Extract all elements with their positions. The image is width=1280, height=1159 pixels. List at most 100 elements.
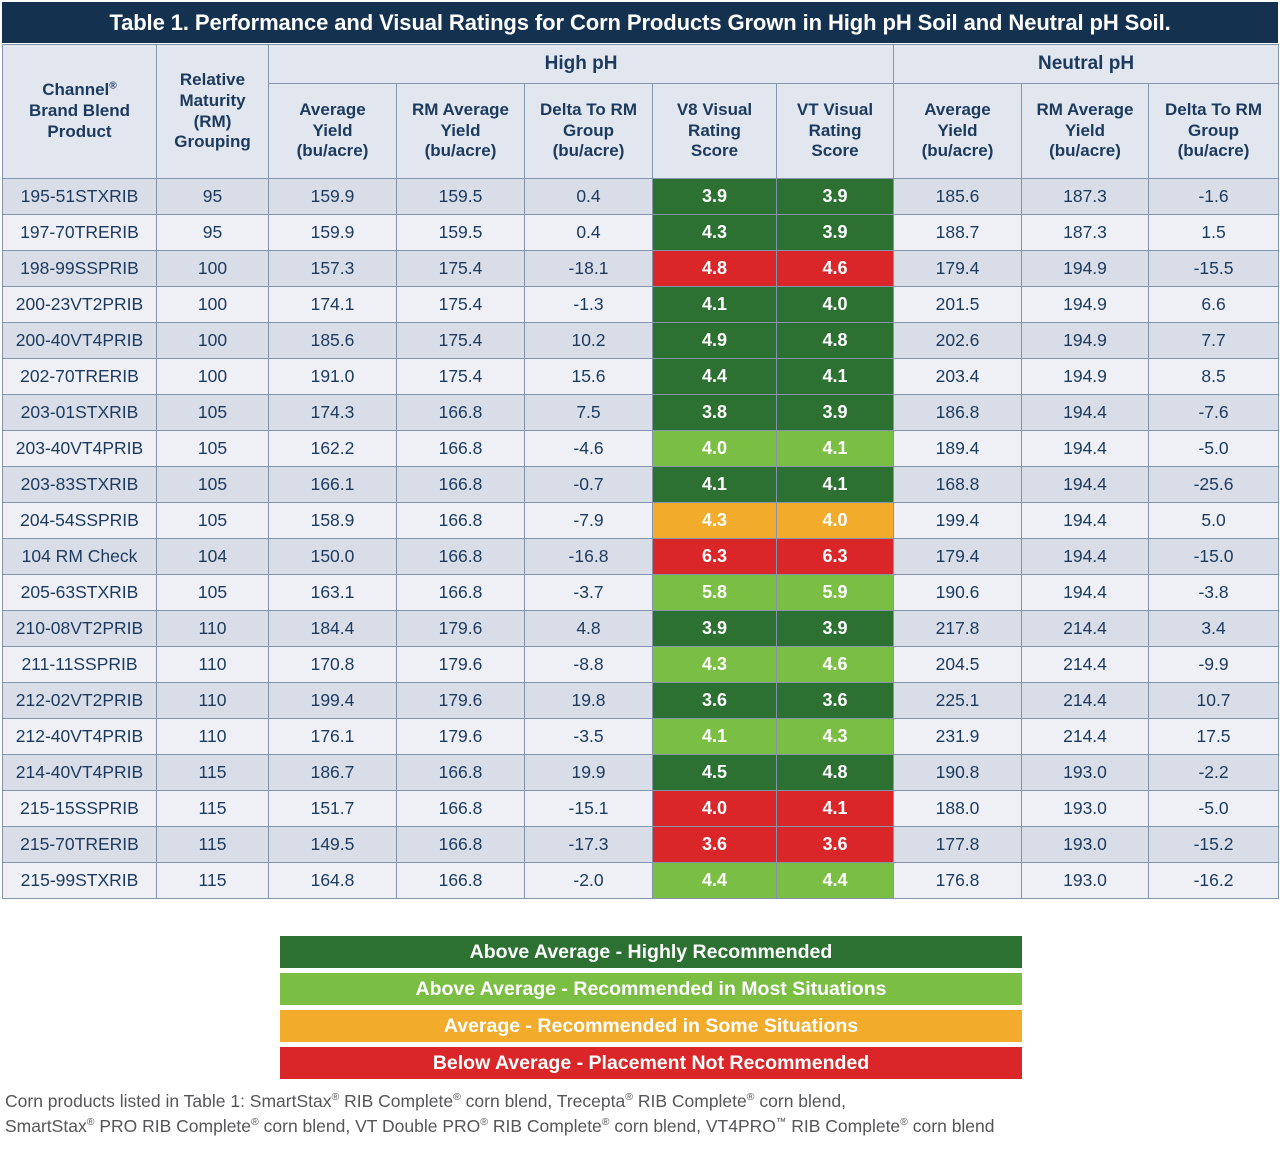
rm-grouping-cell: 104 (156, 538, 269, 575)
v8-rating-cell: 3.9 (652, 178, 777, 215)
rm-grouping-cell: 100 (156, 322, 269, 359)
vt-rating-cell: 4.6 (775, 646, 895, 683)
footnote: Corn products listed in Table 1: SmartSt… (5, 1089, 1280, 1139)
neutral-delta-cell: 6.6 (1148, 286, 1280, 323)
high-delta-cell: 19.9 (524, 754, 653, 791)
neutral-rm-avg-yield-cell: 214.4 (1021, 682, 1150, 719)
high-avg-yield-cell: 186.7 (268, 754, 397, 791)
v8-rating-cell: 4.0 (652, 790, 777, 827)
neutral-avg-yield-cell: 231.9 (893, 718, 1023, 755)
high-avg-yield-cell: 158.9 (268, 502, 397, 539)
high-avg-yield-cell: 170.8 (268, 646, 397, 683)
vt-rating-cell: 4.6 (775, 250, 895, 287)
v8-rating-cell: 4.0 (652, 430, 777, 467)
v8-rating-cell: 6.3 (652, 538, 777, 575)
neutral-avg-yield-cell: 188.0 (893, 790, 1023, 827)
table-row: 215-99STXRIB 115 164.8 166.8 -2.0 4.4 4.4 176.8… (2, 862, 1280, 899)
v8-rating-cell: 3.6 (652, 826, 777, 863)
high-delta-cell: -2.0 (524, 862, 653, 899)
high-delta-cell: -1.3 (524, 286, 653, 323)
high-avg-yield-cell: 150.0 (268, 538, 397, 575)
rm-grouping-cell: 100 (156, 286, 269, 323)
high-rm-avg-yield-cell: 166.8 (396, 574, 525, 611)
high-rm-avg-yield-cell: 166.8 (396, 538, 525, 575)
v8-rating-cell: 4.8 (652, 250, 777, 287)
high-rm-avg-yield-cell: 175.4 (396, 358, 525, 395)
table-row: 212-40VT4PRIB 110 176.1 179.6 -3.5 4.1 4.3 231.… (2, 718, 1280, 755)
neutral-delta-cell: -25.6 (1148, 466, 1280, 503)
table-row: 197-70TRERIB 95 159.9 159.5 0.4 4.3 3.9 188.7 18… (2, 214, 1280, 251)
legend-item-most: Above Average - Recommended in Most Situ… (280, 973, 1022, 1005)
neutral-avg-yield-cell: 203.4 (893, 358, 1023, 395)
vt-rating-cell: 4.0 (775, 286, 895, 323)
v8-rating-cell: 3.9 (652, 610, 777, 647)
rm-grouping-cell: 110 (156, 682, 269, 719)
neutral-avg-yield-cell: 201.5 (893, 286, 1023, 323)
high-delta-cell: -17.3 (524, 826, 653, 863)
high-avg-yield-cell: 159.9 (268, 178, 397, 215)
v8-rating-cell: 3.6 (652, 682, 777, 719)
table-row: 210-08VT2PRIB 110 184.4 179.6 4.8 3.9 3.9 217.8… (2, 610, 1280, 647)
neutral-delta-cell: -16.2 (1148, 862, 1280, 899)
rm-grouping-cell: 115 (156, 790, 269, 827)
neutral-rm-avg-yield-cell: 187.3 (1021, 178, 1150, 215)
rm-grouping-cell: 115 (156, 862, 269, 899)
neutral-avg-yield-cell: 176.8 (893, 862, 1023, 899)
neutral-rm-avg-yield-cell: 193.0 (1021, 754, 1150, 791)
high-avg-yield-cell: 159.9 (268, 214, 397, 251)
product-cell: 214-40VT4PRIB (2, 754, 157, 791)
neutral-avg-yield-cell: 168.8 (893, 466, 1023, 503)
neutral-rm-avg-yield-cell: 214.4 (1021, 610, 1150, 647)
neutral-delta-cell: 3.4 (1148, 610, 1280, 647)
neutral-delta-cell: -1.6 (1148, 178, 1280, 215)
rm-grouping-cell: 115 (156, 754, 269, 791)
table-title-text: Table 1. Performance and Visual Ratings … (109, 9, 1171, 35)
high-rm-avg-yield-cell: 179.6 (396, 682, 525, 719)
neutral-delta-cell: 10.7 (1148, 682, 1280, 719)
vt-rating-cell: 4.3 (775, 718, 895, 755)
high-rm-avg-yield-cell: 166.8 (396, 826, 525, 863)
high-avg-yield-cell: 162.2 (268, 430, 397, 467)
product-cell: 215-99STXRIB (2, 862, 157, 899)
rm-grouping-cell: 100 (156, 358, 269, 395)
neutral-rm-avg-yield-cell: 214.4 (1021, 718, 1150, 755)
high-rm-avg-yield-cell: 166.8 (396, 790, 525, 827)
product-cell: 202-70TRERIB (2, 358, 157, 395)
high-delta-cell: 19.8 (524, 682, 653, 719)
v8-rating-cell: 5.8 (652, 574, 777, 611)
rm-grouping-cell: 105 (156, 502, 269, 539)
rm-grouping-cell: 115 (156, 826, 269, 863)
high-avg-yield-cell: 149.5 (268, 826, 397, 863)
v8-rating-cell: 4.3 (652, 502, 777, 539)
high-rm-avg-yield-cell: 175.4 (396, 322, 525, 359)
neutral-delta-cell: 1.5 (1148, 214, 1280, 251)
neutral-avg-yield-cell: 190.8 (893, 754, 1023, 791)
neutral-rm-avg-yield-cell: 194.4 (1021, 394, 1150, 431)
product-cell: 203-83STXRIB (2, 466, 157, 503)
vt-rating-cell: 3.6 (775, 826, 895, 863)
v8-rating-cell: 4.9 (652, 322, 777, 359)
table-row: 198-99SSPRIB 100 157.3 175.4 -18.1 4.8 4.6 179.… (2, 250, 1280, 287)
neutral-rm-avg-yield-cell: 194.4 (1021, 574, 1150, 611)
high-rm-avg-yield-cell: 179.6 (396, 718, 525, 755)
high-rm-avg-yield-cell: 166.8 (396, 862, 525, 899)
vt-rating-cell: 4.4 (775, 862, 895, 899)
neutral-rm-avg-yield-cell: 194.9 (1021, 322, 1150, 359)
neutral-delta-cell: 7.7 (1148, 322, 1280, 359)
high-delta-cell: -15.1 (524, 790, 653, 827)
product-cell: 210-08VT2PRIB (2, 610, 157, 647)
table-row: 202-70TRERIB 100 191.0 175.4 15.6 4.4 4.1 203.4… (2, 358, 1280, 395)
legend-item-not: Below Average - Placement Not Recommende… (280, 1047, 1022, 1079)
header-group-high-ph: High pH (267, 44, 895, 84)
table-row: 211-11SSPRIB 110 170.8 179.6 -8.8 4.3 4.6 204.5… (2, 646, 1280, 683)
vt-rating-cell: 4.8 (775, 754, 895, 791)
product-cell: 195-51STXRIB (2, 178, 157, 215)
vt-rating-cell: 4.1 (775, 358, 895, 395)
rm-grouping-cell: 105 (156, 466, 269, 503)
high-delta-cell: -3.7 (524, 574, 653, 611)
product-cell: 215-70TRERIB (2, 826, 157, 863)
neutral-avg-yield-cell: 185.6 (893, 178, 1023, 215)
vt-rating-cell: 3.6 (775, 682, 895, 719)
high-rm-avg-yield-cell: 159.5 (396, 178, 525, 215)
